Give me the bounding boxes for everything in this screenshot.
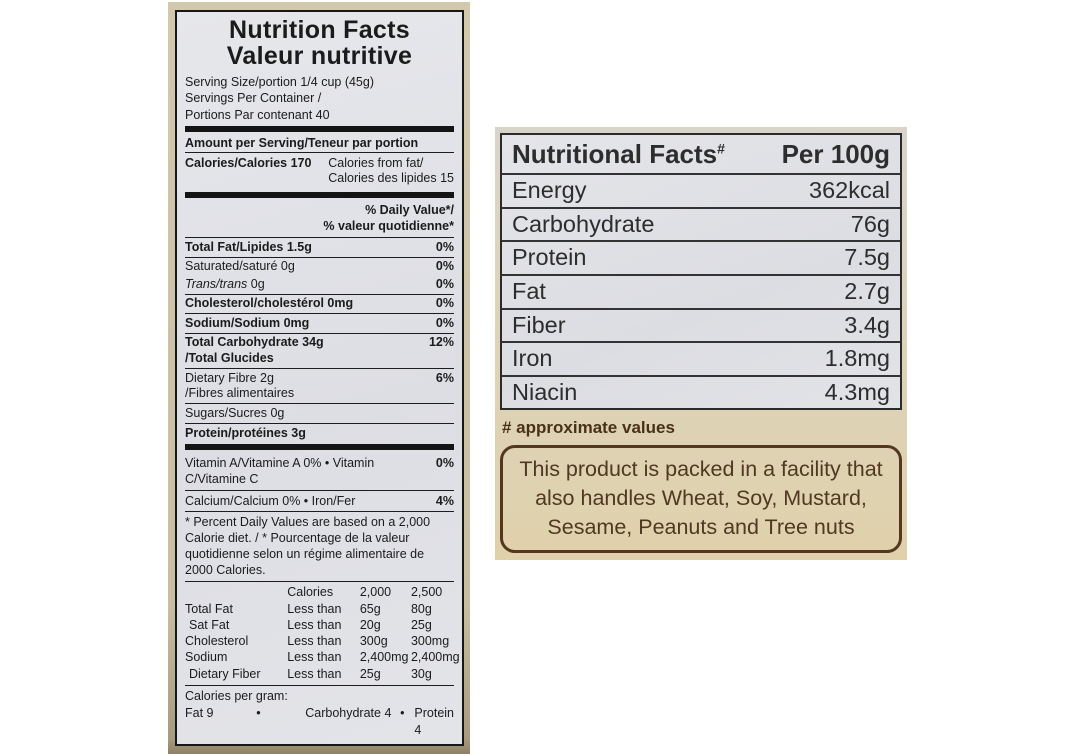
cpg-protein: Protein 4 bbox=[414, 705, 454, 737]
nutrient-row-fibre: Dietary Fibre 2g /Fibres alimentaires 6% bbox=[185, 369, 454, 405]
dv-cell: Cholesterol bbox=[185, 634, 249, 649]
label-title-fr: Valeur nutritive bbox=[226, 42, 413, 70]
dv-col-spacer bbox=[185, 584, 287, 600]
portions-par-contenant: Portions Par contenant 40 bbox=[185, 107, 330, 122]
label-title: Nutrition Facts Valeur nutritive bbox=[185, 15, 454, 69]
dv-cell: Less than bbox=[287, 650, 342, 665]
nutrient-row-trans: Trans/trans 0g 0% bbox=[185, 275, 454, 295]
nutrient-row-fiber: Fiber 3.4g bbox=[502, 310, 900, 344]
thick-divider bbox=[185, 192, 454, 198]
nutrient-row-niacin: Niacin 4.3mg bbox=[512, 378, 890, 405]
nutrient-row-fat: Fat 2.7g bbox=[502, 276, 900, 310]
dv-header-2500: 2,500 bbox=[410, 585, 443, 600]
nutrient-row-carbohydrate: Total Carbohydrate 34g /Total Glucides 1… bbox=[185, 334, 454, 370]
nutrient-row-protein: Protein 7.5g bbox=[502, 242, 900, 276]
dv-cell: 25g bbox=[410, 617, 432, 632]
left-package-photo: Nutrition Facts Valeur nutritive Serving… bbox=[168, 2, 470, 754]
serving-size: Serving Size/portion 1/4 cup (45g) bbox=[185, 75, 374, 89]
dv-cell: 25g bbox=[359, 666, 381, 681]
dv-cell: 30g bbox=[410, 666, 432, 681]
dv-cell: Less than bbox=[287, 601, 342, 616]
daily-value-footnote: * Percent Daily Values are based on a 2,… bbox=[185, 512, 454, 583]
calories-per-gram-label: Calories per gram: bbox=[185, 688, 288, 703]
calories-per-gram: Calories per gram: Fat 9 • Carbohydrate … bbox=[185, 688, 454, 737]
dv-header-2000: 2,000 bbox=[359, 585, 392, 600]
servings-per-container: Servings Per Container / bbox=[185, 91, 322, 106]
serving-info: Serving Size/portion 1/4 cup (45g) Servi… bbox=[185, 74, 454, 123]
nutrient-row-protein: Protein/protéines 3g bbox=[185, 425, 306, 440]
vitamin-row: Vitamin A/Vitamine A 0% • Vitamin C/Vita… bbox=[185, 453, 454, 491]
calcium-iron-row: Calcium/Calcium 0% • Iron/Fer 4% bbox=[185, 491, 454, 512]
dv-cell: Less than bbox=[287, 634, 342, 649]
nutrient-row-iron: Iron 1.8mg bbox=[502, 343, 900, 377]
nutrient-row-sugars: Sugars/Sucres 0g bbox=[185, 404, 454, 424]
dv-cell: 65g bbox=[359, 601, 381, 616]
nutritional-facts-title: Nutritional Facts# bbox=[512, 139, 725, 169]
nutrient-row-cholesterol: Cholesterol/cholestérol 0mg 0% bbox=[185, 295, 454, 315]
dv-cell: 2,400mg bbox=[359, 650, 409, 665]
approximate-values-note: # approximate values bbox=[502, 418, 675, 438]
dv-cell: Sodium bbox=[185, 650, 228, 665]
nutrient-row-sodium: Sodium/Sodium 0mg 0% bbox=[185, 314, 454, 334]
label-title-en: Nutrition Facts bbox=[229, 16, 410, 44]
nutrition-facts-label: Nutrition Facts Valeur nutritive Serving… bbox=[175, 10, 464, 746]
calories-row: Calories/Calories 170 Calories from fat/… bbox=[185, 153, 454, 189]
dv-cell: 2,400mg bbox=[410, 650, 460, 665]
daily-value-table: Calories 2,000 2,500 Total Fat Less than… bbox=[185, 582, 460, 686]
approx-marker: # bbox=[717, 140, 725, 157]
dv-header-calories: Calories bbox=[287, 585, 334, 600]
cpg-fat: Fat 9 bbox=[185, 705, 214, 720]
dv-cell: 300mg bbox=[410, 634, 450, 649]
amount-per-serving: Amount per Serving/Teneur par portion bbox=[185, 135, 454, 153]
cpg-carb: Carbohydrate 4 bbox=[305, 705, 392, 720]
dv-cell: Sat Fat bbox=[189, 617, 230, 632]
calories-from-fat: Calories from fat/ Calories des lipides … bbox=[328, 155, 454, 186]
per-100g: Per 100g bbox=[781, 139, 890, 169]
nutritional-facts-table: Nutritional Facts# Per 100g Energy 362kc… bbox=[500, 133, 902, 411]
thick-divider bbox=[185, 125, 454, 132]
dv-cell: Less than bbox=[287, 666, 342, 681]
nutrient-row-energy: Energy 362kcal bbox=[502, 175, 900, 209]
nutrient-row-saturated: Saturated/saturé 0g 0% bbox=[185, 259, 454, 274]
calories-value: Calories/Calories 170 bbox=[185, 155, 312, 170]
dv-cell: 300g bbox=[359, 634, 388, 649]
nutrient-row-total-fat: Total Fat/Lipides 1.5g 0% bbox=[185, 238, 454, 258]
nutritional-facts-header: Nutritional Facts# Per 100g bbox=[502, 135, 900, 175]
dv-cell: Dietary Fiber bbox=[189, 666, 261, 681]
thick-divider bbox=[185, 444, 454, 451]
nutrient-row-carbohydrate: Carbohydrate 76g bbox=[502, 209, 900, 243]
dv-cell: Total Fat bbox=[185, 601, 233, 616]
dv-cell: 20g bbox=[359, 617, 381, 632]
right-package-photo: Nutritional Facts# Per 100g Energy 362kc… bbox=[495, 127, 907, 561]
allergen-warning-box: This product is packed in a facility tha… bbox=[500, 445, 902, 554]
daily-value-heading: % Daily Value*/ % valeur quotidienne* bbox=[185, 201, 454, 239]
dv-cell: 80g bbox=[410, 601, 432, 616]
dv-cell: Less than bbox=[287, 617, 342, 632]
